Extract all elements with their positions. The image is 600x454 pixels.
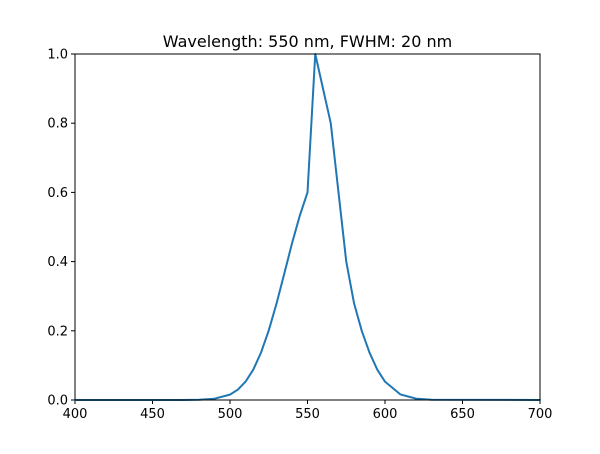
y-tick-label: 0.4: [47, 255, 68, 270]
y-tick-label: 0.0: [47, 394, 68, 409]
y-tick-label: 0.6: [47, 186, 68, 201]
x-axis: 400 450 500 550 600 650 700: [63, 400, 553, 422]
x-tick-label: 550: [295, 407, 320, 422]
x-tick-label: 500: [218, 407, 243, 422]
y-tick-label: 1.0: [47, 48, 68, 63]
x-tick-label: 450: [140, 407, 165, 422]
plot-area-frame: [74, 53, 541, 401]
y-axis: 0.0 0.2 0.4 0.6 0.8 1.0: [47, 48, 75, 409]
x-tick-label: 600: [373, 407, 398, 422]
series-line: [74, 53, 541, 401]
chart-title: Wavelength: 550 nm, FWHM: 20 nm: [163, 32, 452, 51]
x-tick-label: 400: [63, 407, 88, 422]
x-tick-label: 650: [450, 407, 475, 422]
y-tick-label: 0.8: [47, 117, 68, 132]
x-tick-label: 700: [528, 407, 553, 422]
y-tick-label: 0.2: [47, 324, 68, 339]
